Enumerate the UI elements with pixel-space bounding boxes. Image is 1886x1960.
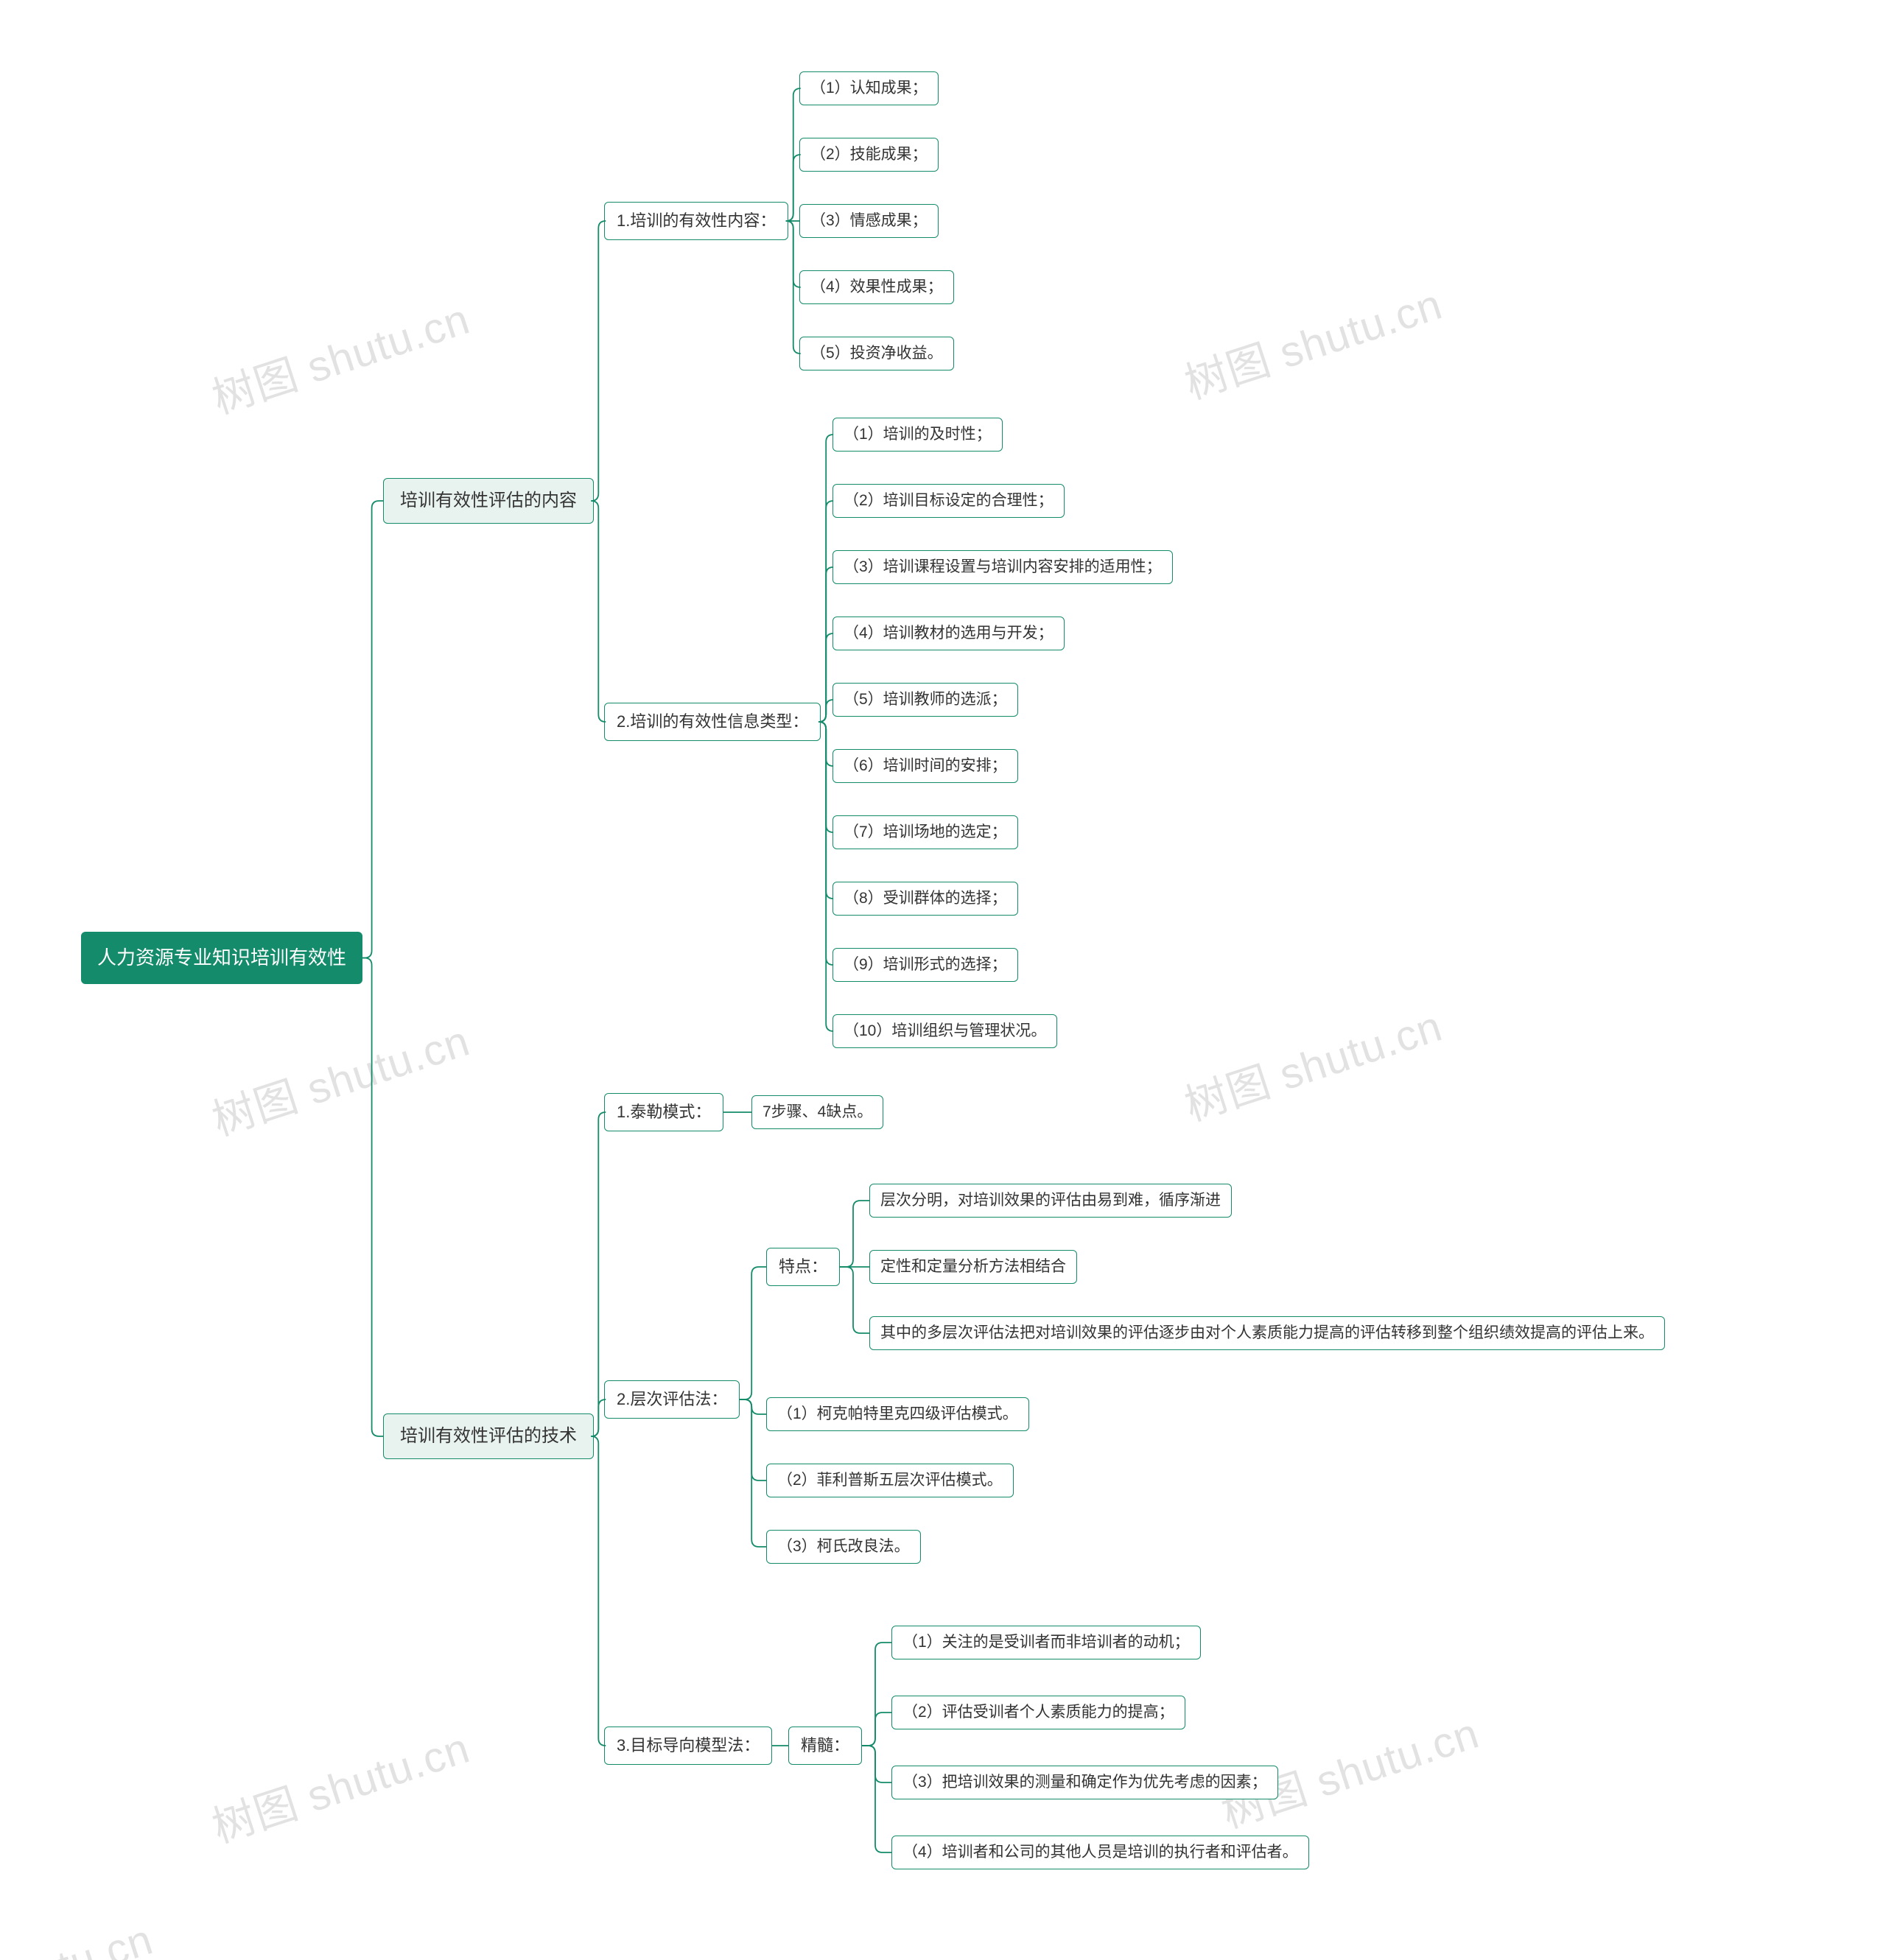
connector [740,1267,766,1399]
connector [591,221,606,501]
mindmap-leaf-node: （9）培训形式的选择； [832,948,1018,982]
mindmap-leaf-node: （5）投资净收益。 [799,337,954,370]
connector [862,1713,891,1746]
mindmap-leaf-node: （3）培训课程设置与培训内容安排的适用性； [832,550,1173,584]
mindmap-leaf-node: 其中的多层次评估法把对培训效果的评估逐步由对个人素质能力提高的评估转移到整个组织… [869,1316,1665,1350]
connector [862,1746,891,1852]
watermark: 树图 shutu.cn [0,1905,159,1960]
watermark: 树图 shutu.cn [203,1006,477,1148]
connector [862,1643,891,1746]
mindmap-leaf-node: （1）柯克帕特里克四级评估模式。 [766,1397,1029,1431]
mindmap-leaf-node: （6）培训时间的安排； [832,749,1018,783]
mindmap-branch-node: 2.层次评估法： [604,1380,740,1419]
mindmap-leaf-node: （1）认知成果； [799,71,939,105]
connector [786,221,801,354]
mindmap-leaf-node: （3）把培训效果的测量和确定作为优先考虑的因素； [891,1766,1278,1799]
connector [818,722,833,899]
connector [740,1399,766,1480]
mindmap-branch-node: 培训有效性评估的技术 [383,1413,594,1459]
mindmap-leaf-node: （4）效果性成果； [799,270,954,304]
mindmap-leaf-node: 层次分明，对培训效果的评估由易到难，循序渐进 [869,1184,1232,1218]
mindmap-leaf-node: （1）培训的及时性； [832,418,1003,452]
connector [840,1201,869,1267]
mindmap-leaf-node: 7步骤、4缺点。 [751,1095,883,1129]
mindmap-leaf-node: （3）情感成果； [799,204,939,238]
connector [591,1436,606,1746]
mindmap-leaf-node: （4）培训教材的选用与开发； [832,617,1065,650]
connector [840,1267,869,1333]
connector [818,501,833,722]
connector [818,722,833,965]
connector [786,88,801,221]
mindmap-branch-node: 2.培训的有效性信息类型： [604,703,821,741]
mindmap-leaf-node: （2）技能成果； [799,138,939,172]
mindmap-leaf-node: （1）关注的是受训者而非培训者的动机； [891,1626,1201,1659]
watermark: 树图 shutu.cn [1176,991,1449,1133]
connector [862,1746,891,1782]
connector [818,435,833,722]
mindmap-leaf-node: （10）培训组织与管理状况。 [832,1014,1057,1048]
connector [740,1399,766,1547]
connector [591,501,606,722]
connector [818,722,833,766]
mindmap-leaf-node: （4）培训者和公司的其他人员是培训的执行者和评估者。 [891,1836,1309,1869]
watermark: 树图 shutu.cn [203,284,477,426]
mindmap-branch-node: 1.培训的有效性内容： [604,202,788,240]
mindmap-branch-node: 特点： [766,1248,840,1286]
connector [818,722,833,1031]
connector [818,633,833,722]
connector [818,567,833,722]
connector [818,700,833,722]
mindmap-leaf-node: 定性和定量分析方法相结合 [869,1250,1077,1284]
connector [362,501,383,958]
mindmap-leaf-node: （2）培训目标设定的合理性； [832,484,1065,518]
mindmap-leaf-node: （7）培训场地的选定； [832,815,1018,849]
mindmap-leaf-node: （5）培训教师的选派； [832,683,1018,717]
mindmap-leaf-node: （3）柯氏改良法。 [766,1530,921,1564]
mindmap-canvas: 树图 shutu.cn 树图 shutu.cn 树图 shutu.cn 树图 shut… [0,0,1886,1960]
mindmap-leaf-node: （2）菲利普斯五层次评估模式。 [766,1464,1014,1497]
connector [818,722,833,832]
mindmap-leaf-node: （8）受训群体的选择； [832,882,1018,916]
watermark: 树图 shutu.cn [1176,270,1449,411]
mindmap-branch-node: 3.目标导向模型法： [604,1727,772,1765]
connector [740,1399,766,1414]
connector [362,958,383,1437]
mindmap-branch-node: 1.泰勒模式： [604,1093,723,1131]
mindmap-branch-node: 培训有效性评估的内容 [383,478,594,524]
watermark: 树图 shutu.cn [203,1713,477,1855]
mindmap-root-node: 人力资源专业知识培训有效性 [81,932,362,984]
mindmap-leaf-node: （2）评估受训者个人素质能力的提高； [891,1696,1185,1729]
mindmap-branch-node: 精髓： [788,1727,862,1765]
